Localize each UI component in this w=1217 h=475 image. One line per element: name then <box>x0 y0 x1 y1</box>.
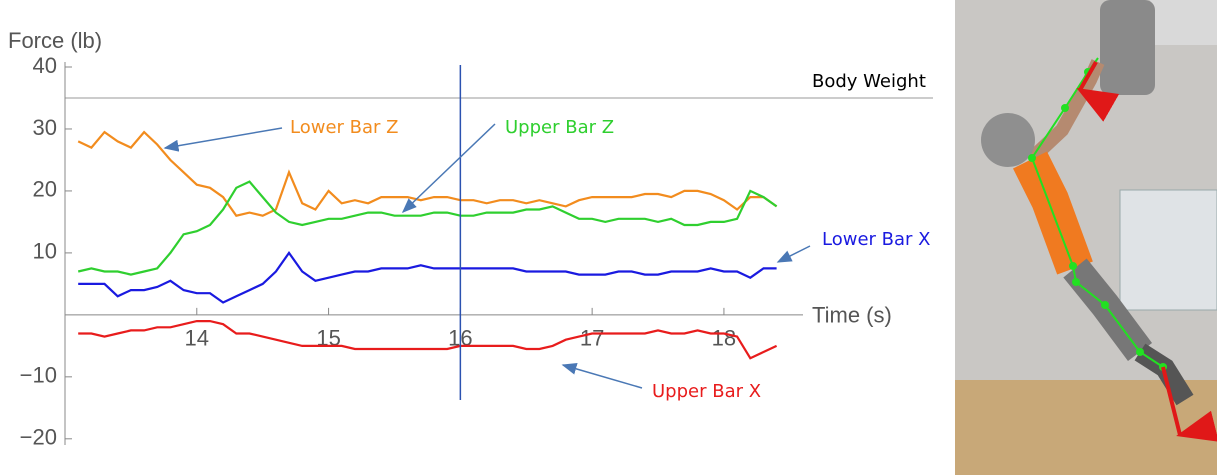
x-tick-label: 17 <box>580 326 604 351</box>
photo <box>955 0 1217 475</box>
reference-label: Body Weight <box>812 71 926 92</box>
photo-pad <box>1100 0 1155 95</box>
y-tick-label: 10 <box>33 239 57 264</box>
page: {"chart_data": {"type": "line", "y_label… <box>0 0 1217 475</box>
photo-window <box>1120 190 1217 310</box>
x-axis-label: Time (s) <box>812 303 892 328</box>
y-tick-label: 20 <box>33 177 57 202</box>
annotation-arrow <box>165 128 282 148</box>
photo-face-blur <box>981 113 1035 167</box>
y-tick-label: 40 <box>33 53 57 78</box>
y-tick-label: −20 <box>20 425 57 450</box>
series-label: Lower Bar Z <box>290 117 398 138</box>
series-label: Upper Bar Z <box>505 117 614 138</box>
annotation-arrow <box>403 124 495 212</box>
figure: Body Weight Force (lb) Time (s) 40 30 20 10 −10… <box>0 0 1217 475</box>
series-label: Upper Bar X <box>652 381 761 402</box>
series-line <box>78 321 776 358</box>
x-tick-label: 14 <box>185 326 209 351</box>
y-tick-label: −10 <box>20 363 57 388</box>
x-tick-label: 18 <box>712 326 736 351</box>
chart: Body Weight Force (lb) Time (s) 40 30 20 10 −10… <box>8 28 933 450</box>
series-line <box>78 253 776 303</box>
photo-device <box>1150 0 1217 45</box>
y-tick-label: 30 <box>33 115 57 140</box>
series-line <box>78 182 776 275</box>
y-axis-label: Force (lb) <box>8 28 102 53</box>
annotation-arrow <box>778 246 810 262</box>
annotation-arrow <box>563 365 642 388</box>
series-label: Lower Bar X <box>822 229 930 250</box>
